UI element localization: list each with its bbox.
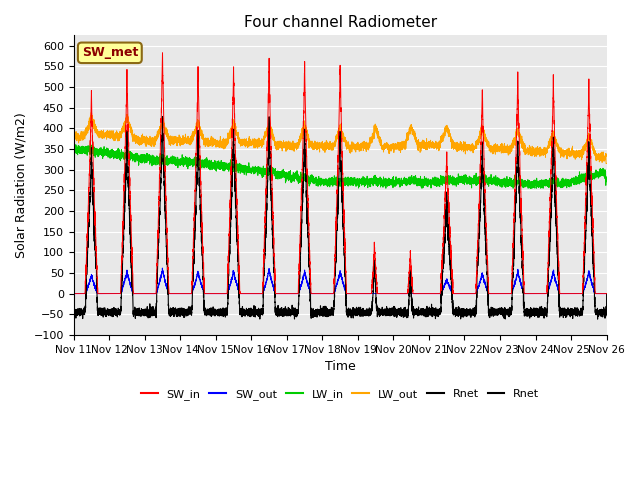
- LW_in: [71, 142, 79, 147]
- Rnet: [603, 291, 611, 297]
- Text: SW_met: SW_met: [82, 46, 138, 60]
- Rnet: [251, 309, 259, 314]
- Y-axis label: Solar Radiation (W/m2): Solar Radiation (W/m2): [15, 112, 28, 258]
- Line: LW_in: LW_in: [74, 144, 607, 188]
- LW_out: [87, 109, 95, 115]
- Rnet: [594, 316, 602, 322]
- LW_in: [322, 176, 330, 181]
- SW_out: [474, 284, 482, 290]
- LW_out: [251, 143, 259, 148]
- SW_in: [603, 291, 611, 297]
- LW_out: [70, 132, 77, 137]
- LW_out: [603, 161, 611, 167]
- LW_in: [603, 174, 611, 180]
- SW_in: [574, 291, 582, 297]
- LW_in: [574, 177, 582, 183]
- Line: SW_out: SW_out: [74, 268, 607, 294]
- LW_out: [322, 143, 330, 149]
- X-axis label: Time: Time: [324, 360, 355, 373]
- SW_out: [603, 291, 611, 297]
- SW_out: [580, 285, 588, 291]
- SW_in: [580, 240, 588, 245]
- Title: Four channel Radiometer: Four channel Radiometer: [244, 15, 436, 30]
- LW_out: [460, 144, 467, 150]
- SW_in: [322, 291, 330, 297]
- Rnet: [580, 261, 588, 266]
- SW_out: [251, 291, 259, 297]
- Rnet: [574, 309, 582, 314]
- SW_out: [460, 291, 467, 297]
- Rnet: [322, 310, 330, 316]
- LW_in: [580, 176, 588, 181]
- Rnet: [474, 240, 482, 245]
- SW_in: [460, 291, 467, 297]
- Rnet: [460, 307, 467, 313]
- SW_out: [322, 291, 330, 297]
- LW_out: [474, 138, 482, 144]
- Line: LW_out: LW_out: [74, 112, 607, 164]
- LW_in: [251, 168, 259, 174]
- SW_out: [574, 291, 582, 297]
- SW_out: [159, 265, 166, 271]
- SW_out: [70, 291, 77, 297]
- SW_in: [159, 50, 166, 56]
- Rnet: [159, 114, 166, 120]
- LW_out: [602, 161, 610, 167]
- LW_in: [474, 180, 482, 186]
- SW_in: [251, 291, 259, 297]
- Line: SW_in: SW_in: [74, 53, 607, 294]
- LW_in: [460, 178, 467, 183]
- LW_out: [580, 148, 588, 154]
- Legend: SW_in, SW_out, LW_in, LW_out, Rnet, Rnet: SW_in, SW_out, LW_in, LW_out, Rnet, Rnet: [136, 384, 544, 404]
- Line: Rnet: Rnet: [74, 117, 607, 319]
- SW_in: [474, 221, 482, 227]
- LW_in: [382, 185, 390, 191]
- SW_in: [70, 291, 77, 297]
- LW_in: [70, 146, 77, 152]
- LW_out: [574, 151, 582, 157]
- Rnet: [70, 309, 77, 314]
